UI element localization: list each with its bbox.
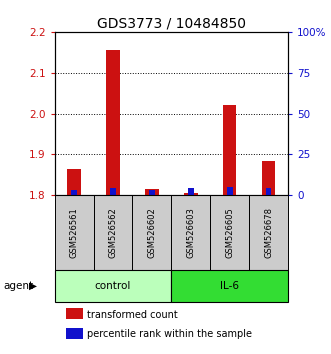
Bar — [106, 50, 120, 195]
Bar — [188, 188, 194, 195]
Bar — [145, 189, 159, 195]
Bar — [132, 195, 171, 270]
Bar — [71, 190, 77, 195]
Bar — [110, 188, 116, 195]
Bar — [171, 195, 210, 270]
Text: GSM526603: GSM526603 — [186, 207, 195, 258]
Bar — [149, 190, 155, 195]
Text: ▶: ▶ — [29, 281, 37, 291]
Bar — [66, 308, 83, 319]
Text: GSM526602: GSM526602 — [147, 207, 156, 258]
Title: GDS3773 / 10484850: GDS3773 / 10484850 — [97, 17, 246, 31]
Bar — [67, 169, 81, 195]
Bar — [66, 328, 83, 339]
Text: transformed count: transformed count — [87, 310, 178, 320]
Text: control: control — [95, 281, 131, 291]
Text: GSM526678: GSM526678 — [264, 207, 273, 258]
Bar — [55, 270, 171, 302]
Text: GSM526605: GSM526605 — [225, 207, 234, 258]
Bar — [210, 195, 249, 270]
Text: agent: agent — [3, 281, 33, 291]
Bar — [171, 270, 288, 302]
Bar — [93, 195, 132, 270]
Text: IL-6: IL-6 — [220, 281, 239, 291]
Bar — [262, 161, 275, 195]
Bar — [265, 188, 271, 195]
Bar — [249, 195, 288, 270]
Bar — [184, 193, 198, 195]
Bar — [227, 187, 233, 195]
Text: GSM526561: GSM526561 — [70, 207, 78, 258]
Text: GSM526562: GSM526562 — [109, 207, 118, 258]
Bar — [55, 195, 93, 270]
Bar — [223, 105, 236, 195]
Text: percentile rank within the sample: percentile rank within the sample — [87, 330, 252, 339]
